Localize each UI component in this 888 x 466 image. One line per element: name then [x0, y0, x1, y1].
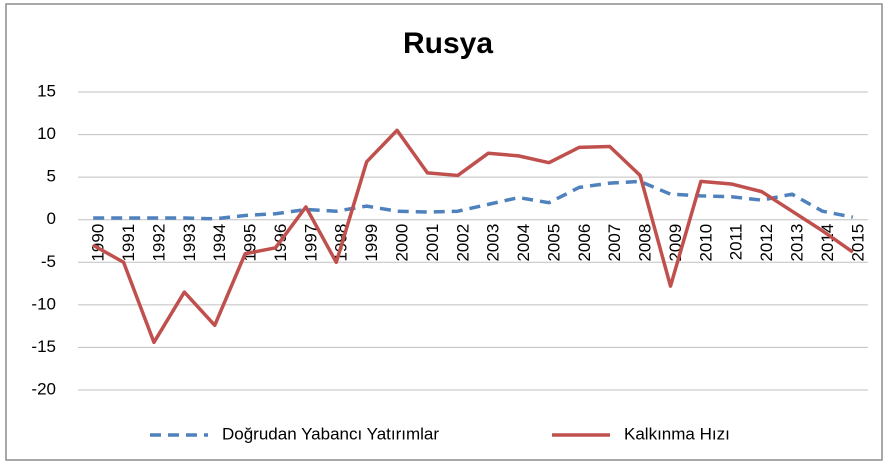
x-tick-label: 2000	[393, 224, 412, 262]
x-tick-label: 1990	[89, 224, 108, 262]
x-tick-label: 1991	[119, 224, 138, 262]
x-tick-label: 2004	[514, 224, 533, 262]
y-tick-label: 15	[37, 81, 56, 100]
y-tick-label: 10	[37, 124, 56, 143]
x-tick-label: 2014	[818, 224, 837, 262]
x-tick-label: 1993	[180, 224, 199, 262]
legend-label: Kalkınma Hızı	[624, 424, 730, 443]
y-tick-label: -15	[31, 337, 56, 356]
x-tick-label: 2011	[727, 224, 746, 261]
x-tick-label: 2012	[757, 224, 776, 262]
chart-border	[5, 3, 883, 461]
y-tick-label: -10	[31, 294, 56, 313]
x-tick-label: 2002	[453, 224, 472, 262]
x-tick-label: 2001	[423, 224, 442, 262]
y-tick-label: -20	[31, 379, 56, 398]
x-tick-label: 1999	[362, 224, 381, 262]
chart-title: Rusya	[403, 27, 493, 60]
x-tick-label: 2008	[636, 224, 655, 262]
x-tick-label: 2006	[575, 224, 594, 262]
legend-label: Doğrudan Yabancı Yatırımlar	[222, 424, 439, 443]
series-line	[93, 179, 854, 221]
x-tick-label: 2005	[544, 224, 563, 262]
x-tick-label: 2015	[848, 224, 867, 262]
x-tick-label: 1992	[149, 224, 168, 262]
y-tick-label: 0	[47, 209, 56, 228]
y-tick-label: 5	[47, 167, 56, 186]
x-tick-label: 2007	[605, 224, 624, 262]
x-tick-label: 1997	[301, 224, 320, 262]
x-tick-label: 2003	[484, 224, 503, 262]
x-tick-label: 1994	[210, 224, 229, 262]
y-tick-label: -5	[41, 252, 56, 271]
x-tick-label: 2010	[696, 224, 715, 262]
series-line	[92, 128, 854, 345]
x-tick-label: 2013	[788, 224, 807, 262]
